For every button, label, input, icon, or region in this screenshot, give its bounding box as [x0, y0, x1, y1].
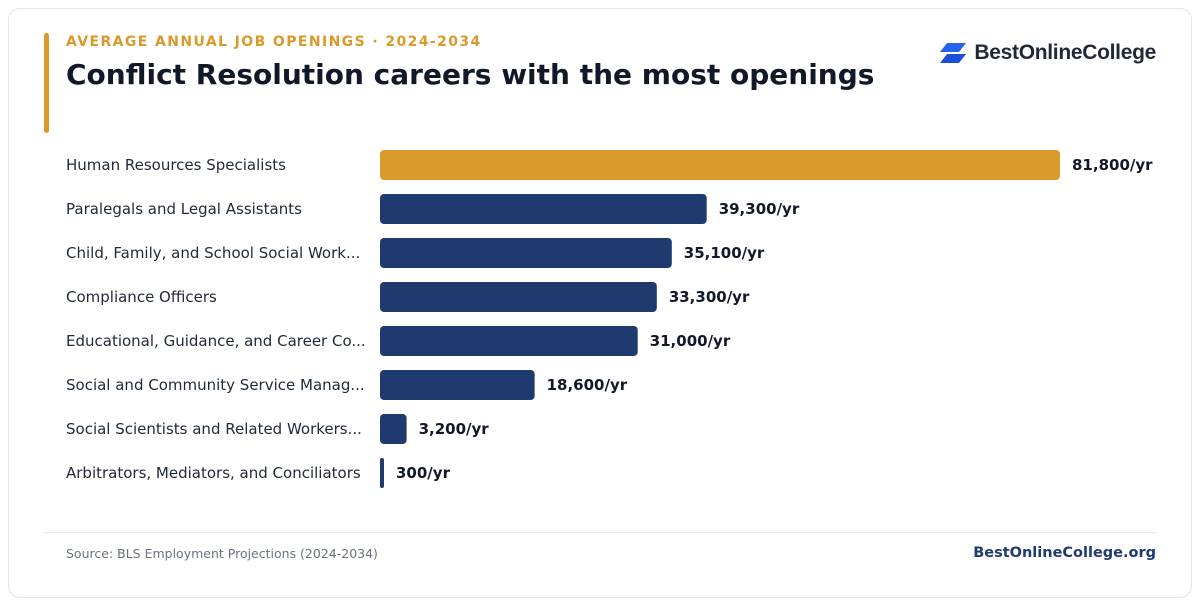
- source-note: Source: BLS Employment Projections (2024…: [66, 546, 378, 561]
- bar[interactable]: [380, 238, 672, 268]
- site-link[interactable]: BestOnlineCollege.org: [973, 545, 1156, 561]
- value-label: 81,800/yr: [1072, 156, 1153, 174]
- bar[interactable]: [380, 150, 1060, 180]
- bar[interactable]: [380, 282, 657, 312]
- footer-divider: [44, 532, 1156, 533]
- value-label: 300/yr: [396, 464, 451, 482]
- chart-title: Conflict Resolution careers with the mos…: [66, 58, 875, 91]
- bar[interactable]: [380, 194, 707, 224]
- category-label: Child, Family, and School Social Work...: [66, 244, 360, 262]
- stacked-parallelogram-logo-icon: [940, 43, 967, 63]
- category-label: Compliance Officers: [66, 288, 217, 306]
- brand-logo[interactable]: BestOnlineCollege: [940, 40, 1156, 66]
- value-label: 35,100/yr: [684, 244, 765, 262]
- value-label: 33,300/yr: [669, 288, 750, 306]
- chart-eyebrow: AVERAGE ANNUAL JOB OPENINGS · 2024-2034: [66, 34, 482, 50]
- category-label: Social Scientists and Related Workers...: [66, 420, 362, 438]
- category-label: Educational, Guidance, and Career Co...: [66, 332, 366, 350]
- bar[interactable]: [380, 370, 535, 400]
- bar[interactable]: [380, 326, 638, 356]
- title-accent-bar: [44, 33, 49, 133]
- category-label: Social and Community Service Manag...: [66, 376, 365, 394]
- category-label: Paralegals and Legal Assistants: [66, 200, 302, 218]
- bar[interactable]: [380, 458, 384, 488]
- value-label: 3,200/yr: [419, 420, 490, 438]
- bar[interactable]: [380, 414, 407, 444]
- category-label: Human Resources Specialists: [66, 156, 286, 174]
- value-label: 39,300/yr: [719, 200, 800, 218]
- value-label: 18,600/yr: [547, 376, 628, 394]
- category-label: Arbitrators, Mediators, and Conciliators: [66, 464, 361, 482]
- value-label: 31,000/yr: [650, 332, 731, 350]
- brand-name: BestOnlineCollege: [974, 41, 1156, 64]
